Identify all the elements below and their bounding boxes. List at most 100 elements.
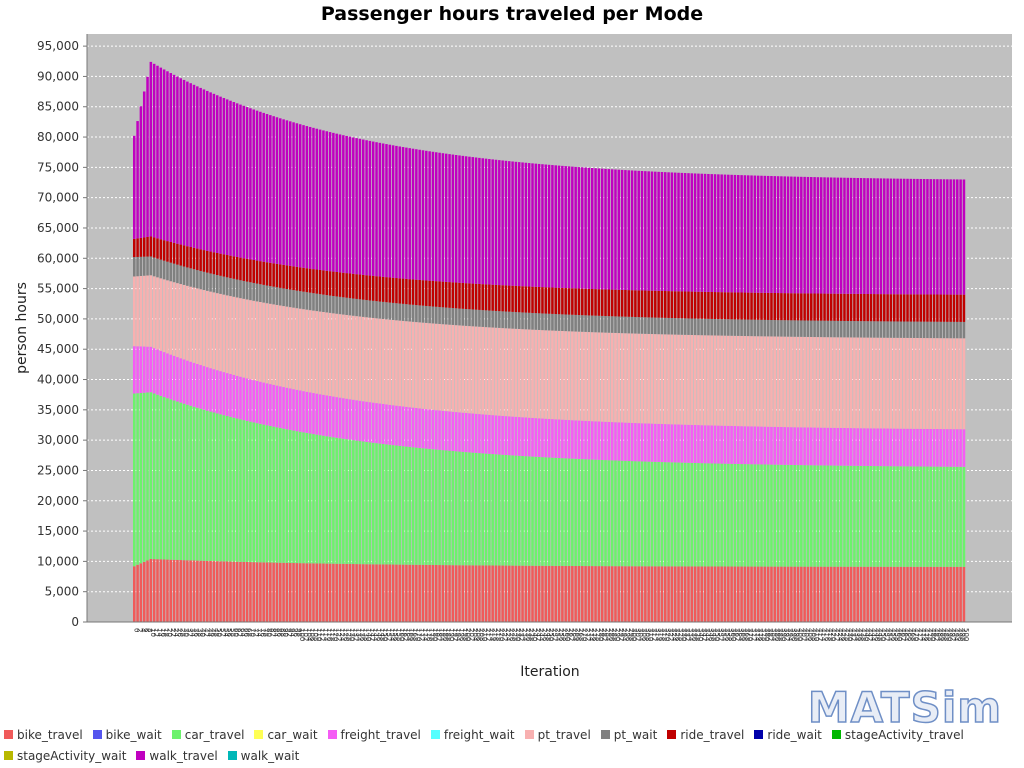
bar-walk_travel: [156, 65, 159, 239]
bar-bike_travel: [607, 566, 611, 622]
bar-freight_travel: [375, 403, 378, 444]
legend-item-ride_travel: ride_travel: [667, 726, 744, 743]
bar-bike_travel: [282, 562, 285, 622]
x-tick-label: 390: [779, 628, 787, 641]
bar-ride_travel: [206, 250, 209, 273]
bar-pt_wait: [819, 320, 823, 338]
bar-pt_wait: [932, 321, 936, 339]
bar-pt_wait: [949, 321, 952, 339]
x-tick-label: 78: [262, 628, 270, 637]
bar-ride_travel: [531, 286, 534, 313]
bar-freight_travel: [574, 420, 577, 459]
bar-freight_travel: [929, 428, 933, 467]
bar-pt_wait: [783, 320, 786, 337]
bar-pt_travel: [876, 337, 879, 429]
bar-pt_travel: [919, 338, 923, 429]
bar-pt_travel: [816, 337, 820, 428]
bar-bike_travel: [859, 566, 863, 622]
bar-pt_wait: [889, 321, 893, 338]
x-tick-label: 140: [365, 628, 373, 641]
bar-ride_travel: [902, 294, 906, 322]
bar-pt_wait: [209, 273, 212, 292]
bar-freight_travel: [839, 427, 843, 466]
bar-pt_wait: [484, 310, 488, 328]
legend-item-walk_travel: walk_travel: [136, 747, 218, 764]
bar-pt_travel: [952, 338, 956, 430]
bar-bike_travel: [388, 564, 392, 622]
bar-bike_travel: [365, 564, 368, 622]
bar-walk_travel: [352, 137, 355, 274]
x-tick-label: 62: [235, 628, 243, 637]
bar-pt_wait: [275, 287, 279, 305]
bar-bike_travel: [743, 566, 747, 622]
bar-car_travel: [557, 458, 561, 566]
bar-car_travel: [640, 461, 644, 567]
bar-car_travel: [269, 426, 272, 563]
bar-bike_travel: [441, 565, 445, 622]
bar-pt_wait: [727, 319, 730, 336]
bar-bike_travel: [644, 566, 647, 622]
x-tick-label: 344: [703, 628, 711, 642]
bar-walk_travel: [365, 140, 368, 276]
bar-pt_travel: [229, 296, 232, 375]
bar-car_travel: [435, 449, 438, 566]
bar-ride_travel: [687, 291, 690, 319]
bar-freight_travel: [567, 420, 571, 459]
bar-ride_travel: [162, 240, 166, 261]
bar-car_travel: [252, 422, 255, 563]
bar-ride_travel: [770, 292, 773, 321]
bar-pt_travel: [673, 334, 677, 425]
bar-ride_travel: [883, 294, 886, 322]
bar-bike_travel: [408, 564, 411, 622]
bar-pt_travel: [557, 330, 561, 420]
bar-pt_wait: [517, 312, 521, 329]
x-tick-label: 134: [355, 628, 363, 642]
bar-pt_travel: [352, 315, 355, 400]
bar-pt_wait: [133, 257, 136, 277]
bar-ride_travel: [368, 275, 372, 301]
bar-ride_travel: [494, 284, 498, 311]
bar-pt_travel: [225, 295, 229, 374]
bar-ride_travel: [843, 293, 846, 321]
bar-car_travel: [627, 460, 631, 567]
bar-bike_travel: [335, 563, 338, 622]
bar-freight_travel: [302, 391, 305, 433]
bar-bike_travel: [690, 566, 694, 622]
legend-swatch: [4, 751, 13, 760]
bar-ride_travel: [235, 256, 239, 280]
bar-pt_wait: [461, 308, 465, 326]
bar-freight_travel: [906, 428, 909, 467]
bar-pt_travel: [647, 333, 650, 424]
bar-car_travel: [926, 466, 929, 567]
bar-pt_wait: [879, 321, 883, 338]
bar-pt_travel: [152, 276, 156, 349]
bar-bike_travel: [133, 566, 136, 622]
bar-pt_wait: [813, 320, 816, 338]
bar-pt_travel: [713, 335, 717, 426]
bar-pt_travel: [869, 337, 873, 429]
bar-freight_travel: [793, 427, 796, 465]
bar-walk_travel: [753, 175, 757, 293]
bar-ride_travel: [342, 272, 345, 298]
bar-bike_travel: [571, 565, 574, 622]
bar-walk_travel: [381, 143, 385, 277]
bar-car_travel: [780, 464, 783, 567]
bar-pt_wait: [325, 295, 329, 313]
bar-pt_travel: [381, 319, 385, 404]
bar-walk_travel: [206, 90, 209, 251]
bar-pt_wait: [962, 321, 966, 339]
bar-pt_wait: [760, 319, 763, 337]
bar-car_travel: [149, 392, 153, 559]
bar-car_travel: [803, 465, 806, 567]
bar-car_travel: [952, 466, 956, 567]
bar-pt_wait: [581, 315, 584, 332]
bar-walk_travel: [690, 173, 694, 292]
bar-walk_travel: [803, 176, 806, 294]
bar-car_travel: [753, 464, 757, 567]
bar-freight_travel: [305, 391, 309, 433]
bar-pt_wait: [232, 278, 236, 297]
bar-car_travel: [531, 456, 534, 566]
bar-pt_travel: [863, 337, 866, 429]
bar-bike_travel: [849, 566, 853, 622]
bar-car_travel: [428, 448, 431, 565]
